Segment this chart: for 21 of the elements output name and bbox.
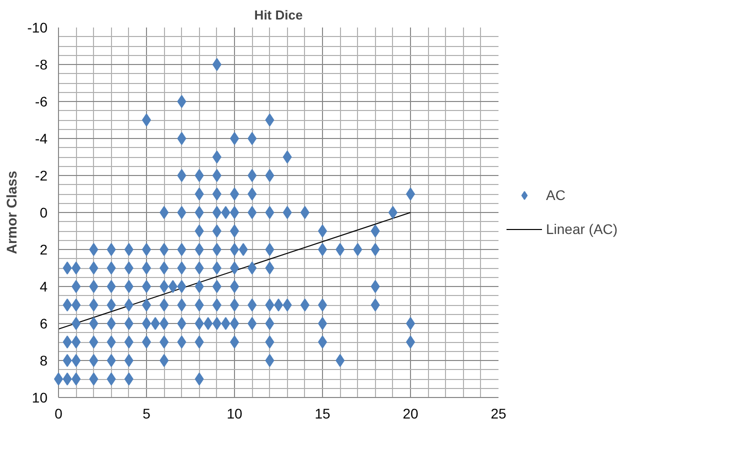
y-tick-label: 6 — [40, 316, 48, 332]
x-tick-label: 10 — [226, 406, 242, 422]
y-tick-label: 0 — [40, 204, 48, 220]
legend-label: Linear (AC) — [546, 221, 618, 237]
y-tick-label: 8 — [40, 352, 48, 368]
x-tick-label: 0 — [54, 406, 63, 422]
y-tick-label: 4 — [40, 278, 48, 294]
x-tick-label: 15 — [314, 406, 330, 422]
y-tick-label: -4 — [35, 130, 48, 146]
x-tick-label: 5 — [142, 406, 151, 422]
y-tick-label: -8 — [35, 56, 48, 72]
y-tick-label: 2 — [40, 242, 48, 258]
y-tick-label: -10 — [27, 20, 48, 36]
y-tick-label: -2 — [35, 168, 48, 184]
x-tick-label: 25 — [490, 406, 506, 422]
y-tick-label: 10 — [32, 390, 48, 406]
x-tick-label: 20 — [402, 406, 418, 422]
legend-label: AC — [546, 187, 566, 203]
y-tick-label: -6 — [35, 94, 48, 110]
y-axis-title: Armor Class — [3, 170, 20, 254]
chart-title: Hit Dice — [254, 8, 303, 22]
